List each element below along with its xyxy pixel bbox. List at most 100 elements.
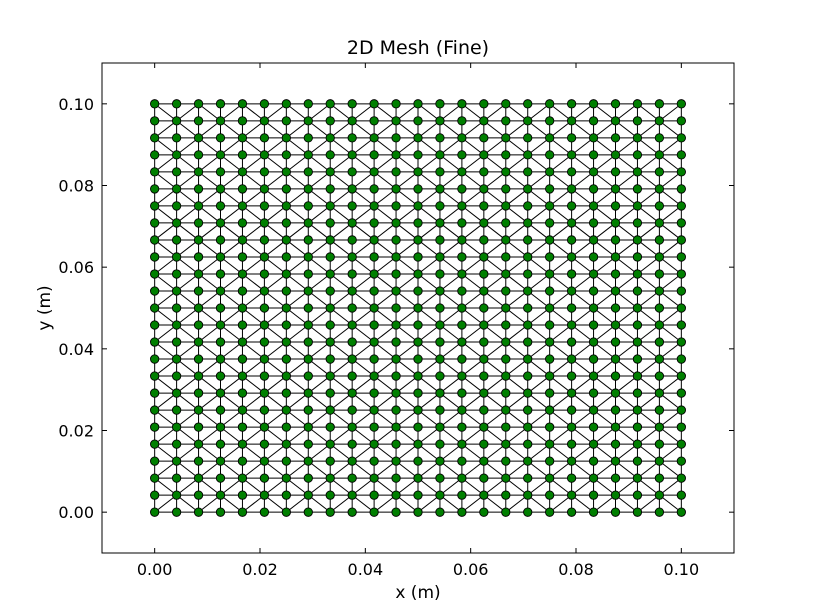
mesh-node: [259, 133, 270, 143]
mesh-node: [676, 490, 686, 500]
y-axis: 0.00 0.02 0.04 0.06 0.08 0.10: [58, 95, 734, 522]
mesh-node: [325, 286, 335, 296]
mesh-node: [523, 422, 533, 432]
mesh-node: [413, 320, 423, 330]
mesh-node: [523, 269, 533, 279]
mesh-node: [654, 116, 665, 126]
mesh-node: [545, 388, 555, 398]
mesh-node: [171, 218, 182, 228]
mesh-node: [545, 133, 555, 143]
mesh-node: [435, 150, 445, 160]
mesh-node: [566, 133, 577, 143]
mesh-node: [171, 507, 182, 517]
mesh-node: [150, 252, 160, 262]
mesh-node: [479, 456, 489, 466]
mesh-node: [193, 490, 204, 500]
mesh-node: [545, 320, 555, 330]
mesh-node: [435, 354, 445, 364]
mesh-node: [413, 218, 423, 228]
mesh-node: [150, 99, 160, 109]
mesh-node: [369, 405, 379, 415]
mesh-node: [391, 167, 401, 177]
mesh-node: [259, 490, 270, 500]
mesh-node: [501, 235, 511, 245]
mesh-node: [588, 218, 599, 228]
mesh-node: [435, 99, 445, 109]
mesh-node: [479, 116, 489, 126]
mesh-node: [654, 201, 665, 211]
mesh-node: [303, 235, 313, 245]
mesh-node: [588, 133, 599, 143]
mesh-node: [676, 133, 686, 143]
mesh-node: [237, 354, 248, 364]
mesh-node: [435, 320, 445, 330]
mesh-node: [413, 133, 423, 143]
chart-title: 2D Mesh (Fine): [347, 37, 489, 59]
mesh-node: [215, 201, 226, 211]
mesh-node: [325, 218, 335, 228]
mesh-node: [654, 167, 665, 177]
mesh-node: [150, 473, 160, 483]
mesh-node: [259, 269, 270, 279]
mesh-node: [523, 405, 533, 415]
mesh-node: [479, 405, 489, 415]
mesh-node: [523, 490, 533, 500]
mesh-node: [347, 133, 357, 143]
mesh-node: [632, 354, 643, 364]
mesh-node: [501, 422, 511, 432]
mesh-node: [171, 235, 182, 245]
mesh-node: [654, 405, 665, 415]
mesh-node: [281, 150, 291, 160]
mesh-node: [610, 235, 621, 245]
mesh-node: [435, 337, 445, 347]
mesh-node: [237, 269, 248, 279]
mesh-node: [237, 218, 248, 228]
mesh-node: [588, 150, 599, 160]
mesh-node: [259, 473, 270, 483]
mesh-node: [303, 388, 313, 398]
mesh-node: [566, 286, 577, 296]
mesh-node: [259, 201, 270, 211]
mesh-node: [610, 269, 621, 279]
mesh-node: [281, 99, 291, 109]
mesh-node: [193, 269, 204, 279]
mesh-node: [545, 490, 555, 500]
mesh-node: [676, 439, 686, 449]
mesh-node: [259, 252, 270, 262]
mesh-node: [369, 150, 379, 160]
mesh-node: [303, 303, 313, 313]
mesh-node: [479, 337, 489, 347]
mesh-node: [588, 167, 599, 177]
mesh-node: [610, 99, 621, 109]
mesh-node: [588, 507, 599, 517]
mesh-node: [281, 405, 291, 415]
mesh-node: [215, 150, 226, 160]
mesh-node: [215, 405, 226, 415]
y-axis-label: y (m): [35, 285, 55, 330]
mesh-node: [545, 167, 555, 177]
mesh-node: [479, 235, 489, 245]
mesh-node: [545, 201, 555, 211]
x-tick-label: 0.02: [242, 560, 278, 579]
mesh-node: [501, 490, 511, 500]
mesh-node: [566, 320, 577, 330]
y-tick-label: 0.00: [58, 503, 94, 522]
mesh-node: [654, 99, 665, 109]
mesh-node: [325, 422, 335, 432]
mesh-node: [413, 235, 423, 245]
mesh-node: [676, 269, 686, 279]
mesh-node: [347, 269, 357, 279]
mesh-node: [632, 371, 643, 381]
mesh-node: [632, 201, 643, 211]
mesh-node: [281, 303, 291, 313]
mesh-node: [325, 473, 335, 483]
mesh-node: [171, 303, 182, 313]
mesh-node: [369, 422, 379, 432]
mesh-node: [479, 354, 489, 364]
mesh-node: [523, 371, 533, 381]
y-tick-label: 0.06: [58, 258, 94, 277]
mesh-node: [347, 388, 357, 398]
mesh-node: [632, 99, 643, 109]
mesh-node: [325, 337, 335, 347]
